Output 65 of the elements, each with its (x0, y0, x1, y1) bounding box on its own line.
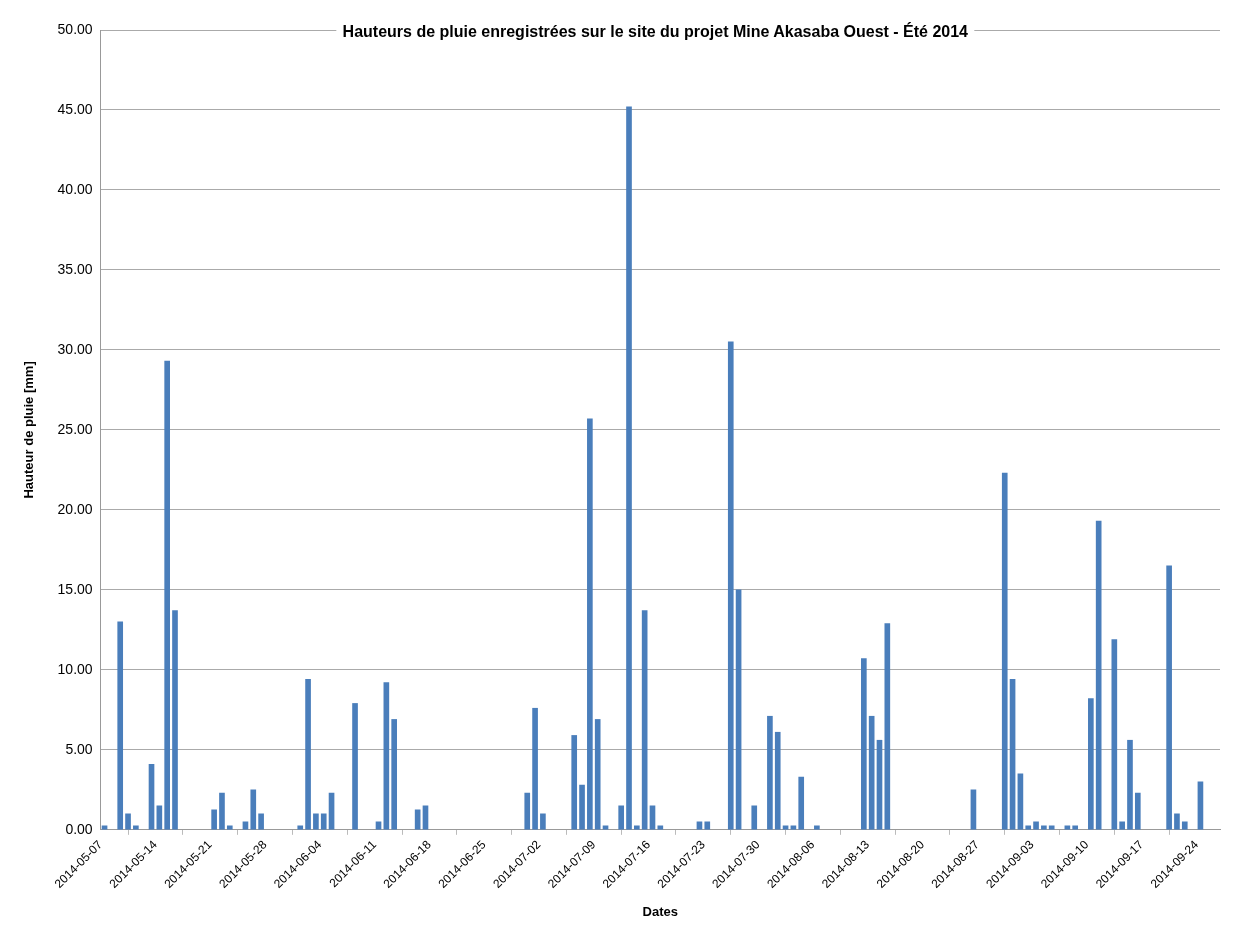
bar (391, 719, 397, 830)
bar (798, 776, 805, 830)
bar (172, 610, 178, 830)
y-axis-title: Hauteur de pluie [mm] (21, 361, 37, 499)
bar (884, 623, 891, 830)
bar (704, 821, 711, 830)
bar (164, 360, 170, 830)
bar (751, 805, 758, 830)
bar (657, 825, 664, 830)
bar (861, 658, 867, 830)
bar (258, 813, 264, 830)
bar (1033, 821, 1039, 830)
bar (226, 825, 233, 830)
y-tick-label: 15.00 (57, 580, 93, 597)
bar (1174, 813, 1180, 830)
bar (1127, 739, 1133, 830)
y-tick-label: 30.00 (57, 340, 93, 357)
bar (1041, 825, 1047, 830)
bar (1025, 825, 1032, 830)
y-tick-label: 5.00 (65, 740, 93, 757)
bar (1119, 821, 1125, 830)
bar (618, 805, 625, 830)
bar (626, 106, 632, 830)
bar (594, 719, 601, 830)
y-tick-label: 35.00 (57, 260, 93, 277)
bar (774, 731, 781, 830)
bar (305, 679, 311, 830)
bar (579, 784, 585, 830)
bar (297, 825, 304, 830)
bar (1072, 825, 1079, 830)
bar (1095, 520, 1102, 830)
bar (587, 418, 593, 830)
bar (540, 813, 546, 830)
bar (313, 813, 319, 830)
y-tick-label: 40.00 (57, 180, 93, 197)
bar (219, 792, 225, 830)
bar (1134, 792, 1141, 830)
x-axis-title: Dates (642, 903, 679, 919)
y-tick-label: 20.00 (57, 500, 93, 517)
bar (524, 792, 531, 830)
y-tick-label: 0.00 (65, 820, 93, 837)
bar (814, 825, 820, 830)
bar (727, 341, 734, 830)
bar (125, 813, 131, 830)
bar (1001, 472, 1008, 830)
chart-title: Hauteurs de pluie enregistrées sur le site du projet Mine Akasaba Ouest - Été 2014 (342, 22, 969, 41)
bar (320, 813, 327, 830)
bar (1048, 825, 1055, 830)
bar (211, 809, 217, 830)
bar (133, 825, 139, 830)
bar (634, 825, 640, 830)
bar (532, 707, 538, 830)
y-tick-label: 50.00 (57, 20, 93, 37)
y-tick-label: 25.00 (57, 420, 93, 437)
bar (767, 715, 773, 830)
y-tick-label: 45.00 (57, 100, 93, 117)
y-tick-label: 10.00 (57, 660, 93, 677)
bar (1088, 698, 1094, 830)
bar (1166, 565, 1172, 830)
bar (117, 621, 124, 830)
bar (352, 703, 358, 830)
bar (571, 735, 578, 830)
bar (1111, 639, 1118, 830)
bar (1181, 821, 1188, 830)
bar (250, 789, 257, 830)
